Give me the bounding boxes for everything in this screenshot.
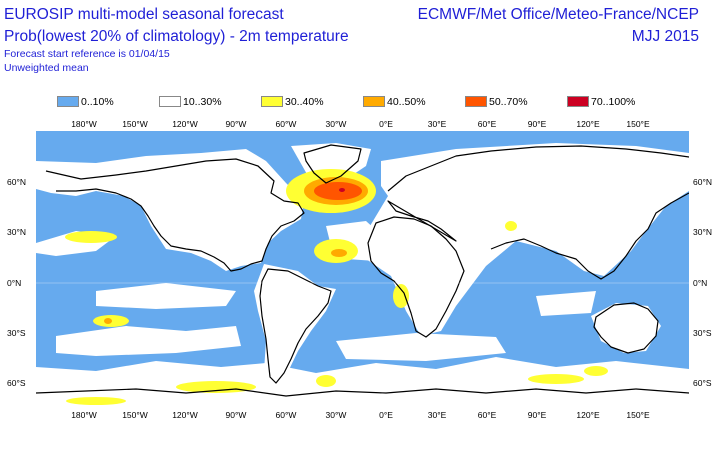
lon-label-bottom: 30°W [325, 410, 347, 420]
yellow-patch-southern-ocean-b [316, 375, 336, 387]
lon-label-bottom: 0°E [379, 410, 393, 420]
lon-label-bottom: 150°W [122, 410, 148, 420]
legend-swatch [567, 96, 589, 107]
producing-centres: ECMWF/Met Office/Meteo-France/NCEP [417, 6, 699, 23]
probability-map [36, 131, 689, 405]
legend-item-40-50: 40..50% [363, 95, 426, 108]
lat-label-right: 60°N [693, 177, 712, 187]
yellow-patch-pacific-west [584, 366, 608, 376]
coast-australia [593, 302, 659, 354]
legend-label: 70..100% [591, 95, 636, 108]
legend-swatch [465, 96, 487, 107]
legend-item-50-70: 50..70% [465, 95, 528, 108]
yellow-patch-southern-ocean-a [176, 381, 256, 393]
lon-label-bottom: 120°E [576, 410, 600, 420]
coast-eurasia [387, 145, 689, 280]
band-southern-ocean [336, 333, 506, 361]
lon-label-bottom: 180°W [71, 410, 97, 420]
red-orange-patch-north-atlantic [314, 182, 362, 200]
land-antarctica [36, 357, 689, 405]
lon-label-top: 120°W [172, 119, 198, 129]
forecast-period: MJJ 2015 [631, 28, 699, 45]
lon-label-top: 90°E [527, 119, 547, 129]
legend-swatch [363, 96, 385, 107]
map-title: EUROSIP multi-model seasonal forecast [4, 6, 284, 23]
orange-patch-tropical-atlantic [331, 249, 347, 257]
land-australia [591, 303, 661, 353]
probability-50-70-areas [314, 182, 362, 200]
lon-label-top: 30°W [325, 119, 347, 129]
coast-africa [367, 216, 465, 338]
lat-label-right: 0°N [693, 278, 708, 288]
probability-10-30-areas [36, 143, 689, 405]
lon-label-top: 120°E [576, 119, 600, 129]
weighting-note: Unweighted mean [4, 62, 89, 74]
orange-patch-south-pacific [104, 318, 112, 324]
lon-label-bottom: 150°E [626, 410, 650, 420]
probability-70-100-areas [339, 188, 345, 192]
lat-label-left: 30°N [7, 227, 26, 237]
lat-label-right: 60°S [693, 378, 712, 388]
yellow-patch-brazil [393, 284, 409, 308]
coast-south-america [259, 268, 332, 384]
lon-label-bottom: 60°W [275, 410, 297, 420]
lon-label-top: 30°E [427, 119, 447, 129]
land-south-america [254, 264, 336, 386]
band-equatorial-pacific-west [96, 283, 236, 309]
legend-swatch [261, 96, 283, 107]
lon-label-top: 150°E [626, 119, 650, 129]
lon-label-bottom: 30°E [427, 410, 447, 420]
lon-label-bottom: 90°W [225, 410, 247, 420]
lat-label-left: 30°S [7, 328, 26, 338]
legend-label: 10..30% [183, 95, 222, 108]
coast-greenland [303, 144, 362, 184]
coast-north-america [45, 158, 305, 272]
lon-label-bottom: 90°E [527, 410, 547, 420]
land-north-america [36, 149, 304, 271]
yellow-patch-antarctic [66, 397, 126, 405]
lon-label-top: 60°E [477, 119, 497, 129]
yellow-patch-southern-ocean-c [528, 374, 584, 384]
coast-antarctica [36, 388, 689, 397]
yellow-patch-north-pacific [65, 231, 117, 243]
legend-swatch [57, 96, 79, 107]
band-south-pacific [56, 326, 241, 356]
yellow-patch-asia [505, 221, 517, 231]
lon-label-top: 0°E [379, 119, 393, 129]
lon-label-top: 150°W [122, 119, 148, 129]
band-indian-ocean [536, 291, 596, 316]
legend-label: 0..10% [81, 95, 114, 108]
lon-label-top: 90°W [225, 119, 247, 129]
legend-swatch [159, 96, 181, 107]
legend-label: 50..70% [489, 95, 528, 108]
legend-item-70-100: 70..100% [567, 95, 635, 108]
legend-item-0-10: 0..10% [57, 95, 114, 108]
legend-label: 30..40% [285, 95, 324, 108]
legend-item-30-40: 30..40% [261, 95, 324, 108]
lat-label-left: 0°N [7, 278, 22, 288]
forecast-start-reference: Forecast start reference is 01/04/15 [4, 48, 170, 60]
lon-label-bottom: 120°W [172, 410, 198, 420]
lat-label-left: 60°S [7, 378, 26, 388]
lat-label-right: 30°S [693, 328, 712, 338]
map-subtitle: Prob(lowest 20% of climatology) - 2m tem… [4, 28, 349, 45]
lon-label-top: 180°W [71, 119, 97, 129]
legend-label: 40..50% [387, 95, 426, 108]
lon-label-top: 60°W [275, 119, 297, 129]
lon-label-bottom: 60°E [477, 410, 497, 420]
lat-label-left: 60°N [7, 177, 26, 187]
dark-red-patch-north-atlantic [339, 188, 345, 192]
lat-label-right: 30°N [693, 227, 712, 237]
coastlines [36, 144, 689, 397]
legend-item-10-30: 10..30% [159, 95, 222, 108]
